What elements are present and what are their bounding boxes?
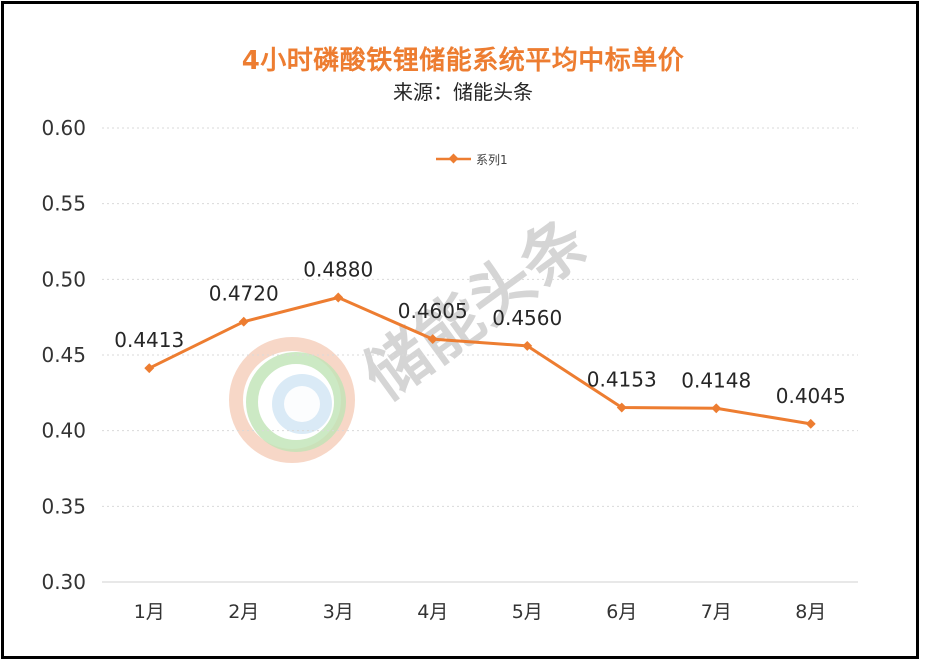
legend: 系列1 xyxy=(436,153,508,167)
x-tick-label: 1月 xyxy=(134,601,165,623)
watermark-logo-icon xyxy=(229,337,355,463)
x-tick-label: 7月 xyxy=(701,601,732,623)
data-point xyxy=(144,363,155,374)
legend-marker xyxy=(448,153,459,164)
data-label: 0.4605 xyxy=(398,299,468,323)
x-tick-label: 8月 xyxy=(795,601,826,623)
x-tick-label: 2月 xyxy=(228,601,259,623)
y-tick-label: 0.35 xyxy=(41,494,86,518)
y-tick-label: 0.40 xyxy=(41,419,86,443)
x-tick-label: 3月 xyxy=(323,601,354,623)
data-label: 0.4148 xyxy=(681,368,751,392)
series: 0.4413 0.4720 0.4880 0.4605 0.4560 0.4153 0.41… xyxy=(114,257,846,429)
data-label: 0.4153 xyxy=(587,368,657,392)
data-point xyxy=(711,403,722,414)
chart-frame xyxy=(1,1,919,659)
data-point xyxy=(333,292,344,303)
y-axis: 0.30 0.35 0.40 0.45 0.50 0.55 0.60 xyxy=(41,116,86,594)
data-label: 0.4720 xyxy=(209,282,279,306)
grid xyxy=(102,127,858,583)
data-point xyxy=(238,316,249,327)
data-point xyxy=(522,340,533,351)
x-tick-label: 5月 xyxy=(512,601,543,623)
legend-label: 系列1 xyxy=(476,153,508,167)
watermark: 储能头条 xyxy=(229,205,602,463)
series-line xyxy=(148,295,811,426)
data-label: 0.4560 xyxy=(492,306,562,330)
chart-title: 4小时磷酸铁锂储能系统平均中标单价 xyxy=(241,46,685,76)
y-tick-label: 0.55 xyxy=(41,192,86,216)
x-tick-label: 6月 xyxy=(606,601,637,623)
y-tick-label: 0.60 xyxy=(41,116,86,140)
x-tick-label: 4月 xyxy=(417,601,448,623)
data-point xyxy=(805,418,816,429)
watermark-text: 储能头条 xyxy=(351,205,602,415)
chart-subtitle: 来源：储能头条 xyxy=(393,80,533,104)
y-tick-label: 0.50 xyxy=(41,267,86,291)
y-tick-label: 0.30 xyxy=(41,570,86,594)
data-label: 0.4413 xyxy=(114,328,184,352)
data-point xyxy=(616,402,627,413)
data-point xyxy=(427,334,438,345)
y-tick-label: 0.45 xyxy=(41,343,86,367)
data-label: 0.4880 xyxy=(303,257,373,281)
x-axis: 1月 2月 3月 4月 5月 6月 7月 8月 xyxy=(134,601,827,623)
data-label: 0.4045 xyxy=(776,384,846,408)
